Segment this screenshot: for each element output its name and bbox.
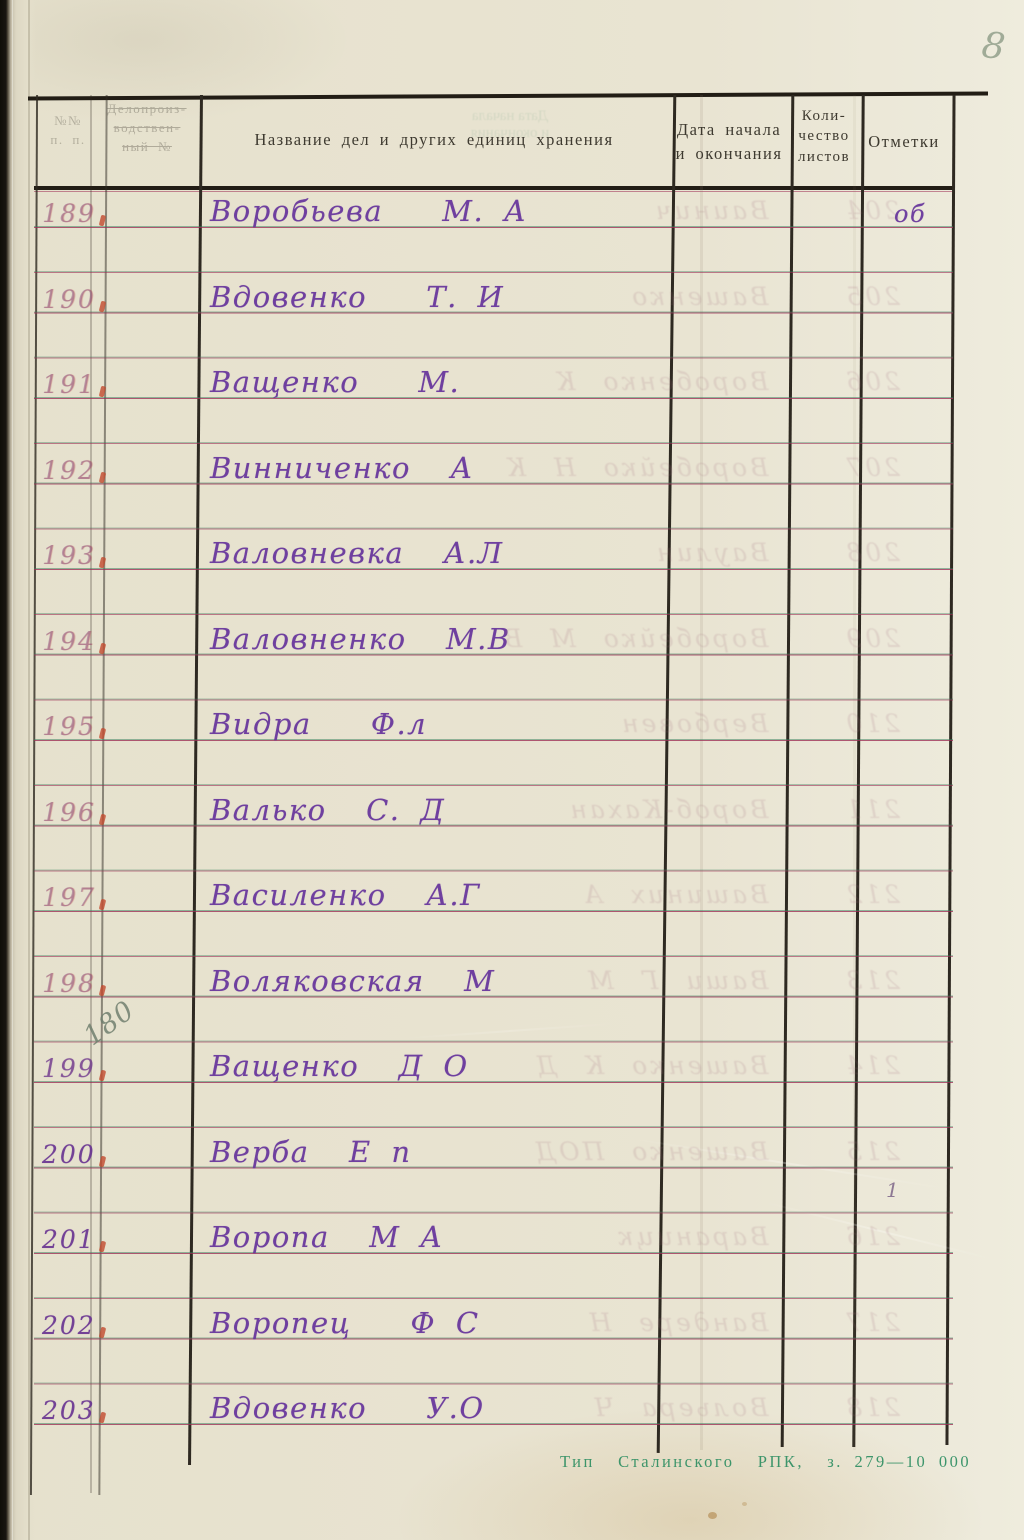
row-number: 191 [42, 370, 96, 399]
header-col-sheet-count: Коли- чество листов [797, 108, 851, 165]
ledger-row: 195 Видра Ф.л 210 Вербовен [0, 683, 1024, 769]
row-case-name: Воропец Ф С [210, 1305, 480, 1340]
paper-stain [708, 1512, 717, 1519]
row-number: 200 [42, 1139, 96, 1169]
row-case-name: Валовневка А.Л [210, 536, 504, 570]
bleed-through-text: 209 Воробейко М В [500, 623, 900, 653]
row-case-name: Воробьева М. А [210, 194, 528, 228]
row-number: 201 [42, 1225, 96, 1254]
ledger-row: 196 Валько С. Д 211 Вороб-Кахан [0, 769, 1024, 855]
ledger-row: 189 Воробьева М. А 204 Ваинич [0, 170, 1024, 256]
paper-stain [742, 1502, 747, 1506]
ledger-row: 200 Верба Е п 215 Вашенко ПОД [0, 1111, 1024, 1197]
bleed-through-text: 204 Ваинич [652, 196, 900, 225]
row-case-name: Вдовенко Т. И [210, 279, 505, 314]
row-case-name: Воропа М А [210, 1220, 444, 1254]
ledger-row: 194 Валовненко М.В 209 Воробейко М В [0, 598, 1024, 684]
ledger-row: 201 Воропа М А 216 Вараницк [0, 1196, 1024, 1282]
ledger-row: 199 Ващенко Д О 214 Вашенко К Д [0, 1025, 1024, 1111]
red-check-tick [98, 214, 106, 227]
header-col-marks: Отметки [868, 132, 940, 151]
bleed-through-text: 217 Вандере Н [586, 1307, 901, 1337]
red-check-tick [98, 727, 106, 740]
row-case-name: Василенко А.Г [210, 878, 481, 912]
row-case-name: Воляковская М [210, 963, 496, 998]
row-number: 202 [42, 1310, 96, 1340]
row-case-name: Ващенко Д О [210, 1049, 469, 1083]
header-col-title: Название дел и других единиц хранения [254, 130, 614, 149]
ruled-lines [34, 226, 953, 1430]
page-number: 8 [979, 24, 1008, 69]
header-col-dates: Дата начала и окончания [675, 120, 783, 163]
row-number: 193 [42, 541, 96, 570]
row-case-name: Верба Е п [210, 1134, 412, 1169]
header-bottom-border [34, 186, 953, 190]
binding-crease [12, 0, 13, 1540]
stray-ink-mark: 1 [886, 1178, 899, 1202]
bleed-through-text: 218 Вольера Ч [591, 1393, 900, 1422]
row-number: 197 [42, 883, 96, 912]
red-check-tick [98, 385, 106, 398]
bleed-through-text: 212 Вашиних А [580, 880, 900, 909]
ledger-row: 193 Валовневка А.Л 208 Ваулин [0, 512, 1024, 598]
ledger-row: 190 Вдовенко Т. И 205 Вашенко [0, 256, 1024, 342]
red-check-tick [98, 1069, 106, 1082]
header-col-number: №№ п. п. [50, 113, 86, 147]
row-case-name: Валько С. Д [210, 792, 446, 827]
red-check-tick [98, 1411, 106, 1424]
ledger-row: 198 Воляковская М 213 Ваши Г М [0, 940, 1024, 1026]
bleed-through-text: 216 Вараницк [615, 1222, 900, 1251]
row-number: 196 [42, 797, 96, 827]
row-case-name: Винниченко А [210, 450, 474, 485]
row-number: 194 [42, 626, 96, 656]
row-case-name: Валовненко М.В [210, 621, 511, 656]
header-bottom-border-ink [34, 190, 953, 192]
row-number: 192 [42, 455, 96, 485]
bleed-through-text: 214 Вашенко К Д [533, 1051, 900, 1080]
bleed-through-text: 206 Воробенко К [553, 367, 900, 396]
row-number: 195 [42, 712, 96, 741]
ledger-row: 192 Винниченко А 207 Воробейко Н К [0, 427, 1024, 513]
bleed-through-text: 211 Вороб-Кахан [567, 794, 900, 824]
row-case-name: Ващенко М. [210, 365, 461, 399]
bleed-through-text: 215 Вашенко ПОД [532, 1136, 900, 1166]
print-shop-imprint: Тип Сталинского РПК, з. 279—10 000 [560, 1452, 972, 1471]
binding-crease [28, 0, 30, 1540]
ledger-row: 203 Вдовенко У.О 218 Вольера Ч [0, 1367, 1024, 1453]
row-number: 199 [42, 1054, 96, 1083]
bleed-through-text: 207 Воробейко Н К [503, 452, 900, 482]
row-number: 203 [42, 1396, 96, 1425]
header-col-record-number: Делопроиз- водствен- ный № [107, 101, 187, 154]
ledger-row: 191 Ващенко М. 206 Воробенко К [0, 341, 1024, 427]
red-check-tick [98, 1240, 106, 1253]
bleed-through-text: 205 Вашенко [629, 281, 900, 311]
row-case-name: Вдовенко У.О [210, 1391, 485, 1425]
row-number: 198 [42, 968, 96, 998]
ledger-row: 197 Василенко А.Г 212 Вашиних А [0, 854, 1024, 940]
ledger-row: 202 Воропец Ф С 217 Вандере Н [0, 1282, 1024, 1368]
red-check-tick [98, 898, 106, 911]
red-check-tick [98, 556, 106, 569]
bleed-through-text: 208 Ваулин [654, 538, 900, 567]
row-case-name: Видра Ф.л [210, 707, 428, 741]
row-number: 190 [42, 284, 96, 314]
bleed-through-text: 210 Вербовен [619, 709, 900, 738]
marks-column-annotation: об [894, 200, 927, 228]
bleed-through-text: 213 Ваши Г М [585, 965, 900, 995]
row-number: 189 [42, 199, 96, 228]
